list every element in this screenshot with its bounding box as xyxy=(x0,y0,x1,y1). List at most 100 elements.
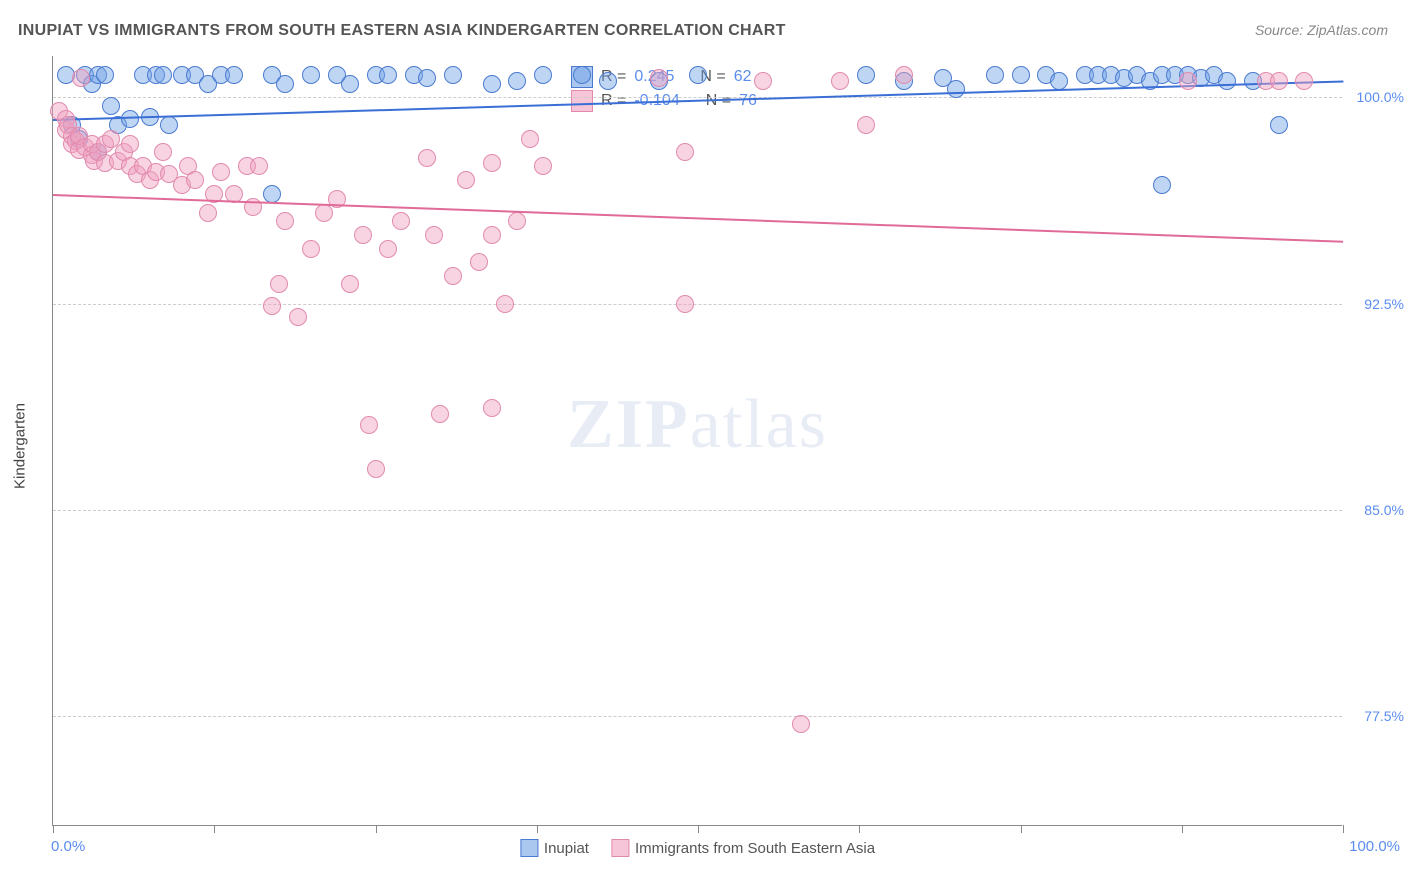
legend-item: Immigrants from South Eastern Asia xyxy=(611,839,875,857)
x-tick xyxy=(698,825,699,833)
data-point xyxy=(270,275,288,293)
data-point xyxy=(1050,72,1068,90)
data-point xyxy=(534,157,552,175)
trend-line xyxy=(53,194,1343,243)
data-point xyxy=(276,75,294,93)
data-point xyxy=(508,212,526,230)
data-point xyxy=(1218,72,1236,90)
data-point xyxy=(289,308,307,326)
data-point xyxy=(315,204,333,222)
data-point xyxy=(186,171,204,189)
y-tick-label: 77.5% xyxy=(1364,708,1404,724)
x-tick xyxy=(1021,825,1022,833)
data-point xyxy=(1270,116,1288,134)
data-point xyxy=(895,66,913,84)
gridline xyxy=(53,716,1342,717)
data-point xyxy=(573,66,591,84)
data-point xyxy=(212,163,230,181)
legend-item: Inupiat xyxy=(520,839,589,857)
data-point xyxy=(496,295,514,313)
data-point xyxy=(689,66,707,84)
plot-area: ZIPatlas R = 0.245 N = 62 R = -0.104 N =… xyxy=(52,56,1342,826)
data-point xyxy=(483,75,501,93)
data-point xyxy=(263,185,281,203)
data-point xyxy=(947,80,965,98)
x-tick xyxy=(1182,825,1183,833)
data-point xyxy=(1295,72,1313,90)
n-value: 76 xyxy=(739,92,757,110)
data-point xyxy=(225,66,243,84)
data-point xyxy=(302,66,320,84)
data-point xyxy=(263,297,281,315)
data-point xyxy=(354,226,372,244)
y-tick-label: 85.0% xyxy=(1364,502,1404,518)
data-point xyxy=(431,405,449,423)
data-point xyxy=(199,204,217,222)
y-axis-label: Kindergarten xyxy=(12,403,29,489)
data-point xyxy=(341,75,359,93)
data-point xyxy=(831,72,849,90)
data-point xyxy=(754,72,772,90)
data-point xyxy=(160,116,178,134)
data-point xyxy=(599,72,617,90)
data-point xyxy=(676,143,694,161)
data-point xyxy=(367,460,385,478)
x-tick xyxy=(537,825,538,833)
data-point xyxy=(121,110,139,128)
data-point xyxy=(444,267,462,285)
data-point xyxy=(857,66,875,84)
x-tick xyxy=(53,825,54,833)
correlation-legend: R = 0.245 N = 62 R = -0.104 N = 76 xyxy=(563,60,765,118)
data-point xyxy=(1179,72,1197,90)
data-point xyxy=(521,130,539,148)
data-point xyxy=(508,72,526,90)
n-value: 62 xyxy=(734,68,752,86)
gridline xyxy=(53,510,1342,511)
data-point xyxy=(360,416,378,434)
x-tick xyxy=(859,825,860,833)
data-point xyxy=(418,149,436,167)
data-point xyxy=(418,69,436,87)
data-point xyxy=(379,240,397,258)
data-point xyxy=(650,69,668,87)
data-point xyxy=(1012,66,1030,84)
data-point xyxy=(483,226,501,244)
data-point xyxy=(392,212,410,230)
swatch-icon xyxy=(520,839,538,857)
x-tick xyxy=(1343,825,1344,833)
data-point xyxy=(379,66,397,84)
data-point xyxy=(154,143,172,161)
data-point xyxy=(121,135,139,153)
swatch-icon xyxy=(611,839,629,857)
data-point xyxy=(470,253,488,271)
data-point xyxy=(792,715,810,733)
data-point xyxy=(857,116,875,134)
data-point xyxy=(96,66,114,84)
data-point xyxy=(676,295,694,313)
data-point xyxy=(483,154,501,172)
data-point xyxy=(72,69,90,87)
y-tick-label: 92.5% xyxy=(1364,296,1404,312)
legend-label: Inupiat xyxy=(544,840,589,857)
data-point xyxy=(341,275,359,293)
data-point xyxy=(154,66,172,84)
y-tick-label: 100.0% xyxy=(1357,89,1404,105)
data-point xyxy=(444,66,462,84)
data-point xyxy=(1153,176,1171,194)
data-point xyxy=(250,157,268,175)
x-axis-min-label: 0.0% xyxy=(51,838,85,855)
data-point xyxy=(483,399,501,417)
series-legend: Inupiat Immigrants from South Eastern As… xyxy=(520,839,875,857)
x-tick xyxy=(376,825,377,833)
gridline xyxy=(53,97,1342,98)
source-label: Source: ZipAtlas.com xyxy=(1255,22,1388,38)
gridline xyxy=(53,304,1342,305)
chart-title: INUPIAT VS IMMIGRANTS FROM SOUTH EASTERN… xyxy=(18,22,786,40)
x-tick xyxy=(214,825,215,833)
data-point xyxy=(276,212,294,230)
watermark: ZIPatlas xyxy=(567,385,828,465)
legend-label: Immigrants from South Eastern Asia xyxy=(635,840,875,857)
data-point xyxy=(534,66,552,84)
data-point xyxy=(302,240,320,258)
swatch-icon xyxy=(571,90,593,112)
